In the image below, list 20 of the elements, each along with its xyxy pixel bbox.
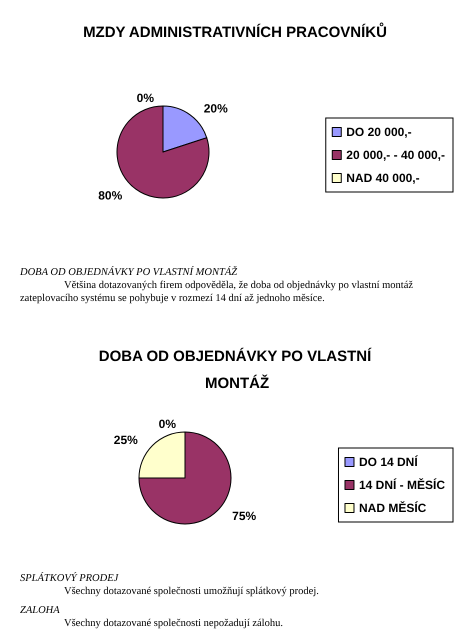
legend-label: DO 20 000,- <box>346 125 412 139</box>
legend-label: DO 14 DNÍ <box>358 455 418 469</box>
data-label: 20% <box>204 101 228 116</box>
legend-label: 20 000,- - 40 000,- <box>346 148 446 162</box>
text: DOBA OD OBJEDNÁVKY PO VLASTNÍ MONTÁŽ <box>20 266 238 279</box>
chart-title: DOBA OD OBJEDNÁVKY PO VLASTNÍ MONTÁŽ <box>98 347 372 392</box>
data-label: 75% <box>232 509 257 524</box>
text: ZALOHA <box>20 604 61 617</box>
text: 0% <box>158 417 176 431</box>
legend-label: 14 DNÍ - MĚSÍC <box>358 478 446 492</box>
legend-label: NAD 40 000,- <box>346 171 420 185</box>
data-label: 80% <box>98 188 123 203</box>
data-label: 25% <box>114 432 138 447</box>
text: SPLÁTKOVÝ PRODEJ <box>20 572 120 585</box>
legend-label: NAD MĚSÍC <box>358 501 427 515</box>
text: Všechny dotazované společnosti umožňují splátkový prodej. <box>63 585 320 598</box>
chart-title: MZDY ADMINISTRATIVNÍCH PRACOVNÍKŮ <box>83 22 387 41</box>
text: 0% <box>136 91 154 105</box>
text: Všechny dotazované společnosti nepožadují zálohu. <box>63 617 284 630</box>
text: Většina dotazovaných firem odpověděla, že doba od objednávky po vlastní montáž zateplovacího systému se pohybuje v rozmezí 14 dní až jednoho měsíce. <box>20 279 414 305</box>
